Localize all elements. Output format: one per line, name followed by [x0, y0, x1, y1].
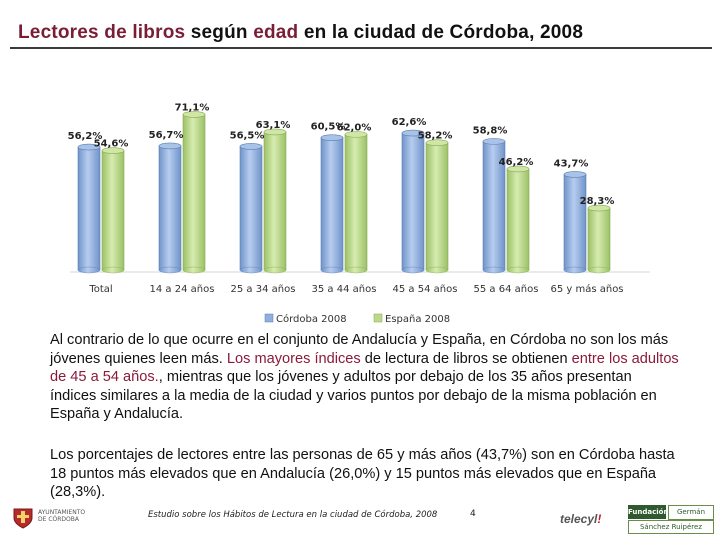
- labels-layer: 56,2%54,6% 56,7% 71,1% 56,5%63,1% 60,5%62,0%…: [68, 102, 615, 207]
- x-tick-label-2: 25 a 34 años: [231, 284, 296, 295]
- title-divider: [10, 47, 712, 49]
- ayto-line1: AYUNTAMIENTO: [38, 509, 86, 516]
- bar-cordoba-3: [320, 134, 344, 274]
- ayuntamiento-logo: AYUNTAMIENTO DE CÓRDOBA: [8, 505, 88, 531]
- bar-espana-3: [344, 131, 368, 274]
- data-label-espana-1: 71,1%: [175, 102, 210, 113]
- sanchez-label: Sánchez Ruipérez: [628, 520, 714, 534]
- data-label-espana-6: 28,3%: [580, 196, 615, 207]
- p1-highlight-d: entre los adultos de 45 a 54 años.: [50, 350, 679, 386]
- legend-swatch-0: [264, 313, 274, 323]
- p1-text-c: de lectura de libros se obtienen: [360, 350, 572, 367]
- bar-espana-0: [101, 147, 125, 274]
- p1-text-e: , mientras que los jóvenes y adultos por…: [50, 369, 657, 422]
- bar-cordoba-6: [563, 171, 587, 274]
- p1-highlight-b: Los mayores índices: [226, 350, 361, 367]
- bar-cordoba-5: [482, 138, 506, 274]
- bar-espana-6: [587, 204, 611, 274]
- ticks-layer: Total 14 a 24 años 25 a 34 años 35 a 44 año…: [88, 283, 623, 295]
- telecyl-dot-icon: !: [597, 512, 602, 526]
- x-tick-label-3: 35 a 44 años: [312, 284, 377, 295]
- data-label-espana-2: 63,1%: [256, 120, 291, 131]
- legend-swatch-1: [373, 313, 383, 323]
- telecyl-text: telecyl: [560, 512, 598, 526]
- fundacion-logo: Fundación Germán Sánchez Ruipérez: [628, 505, 714, 534]
- data-label-espana-0: 54,6%: [94, 139, 129, 150]
- data-label-cordoba-3: 60,5%: [311, 122, 346, 133]
- german-label: Germán: [668, 505, 714, 520]
- data-label-cordoba-0: 56,2%: [68, 131, 103, 142]
- bar-cordoba-2: [239, 143, 263, 274]
- legend-label-0: Córdoba 2008: [276, 313, 347, 325]
- title-part4: en la ciudad de Córdoba, 2008: [298, 22, 584, 43]
- p1-text-a: Al contrario de lo que ocurre en el conj…: [50, 332, 669, 367]
- data-label-cordoba-6: 43,7%: [554, 158, 589, 169]
- paragraph-2: Los porcentajes de lectores entre las pe…: [50, 447, 675, 500]
- bar-espana-1: [182, 111, 206, 274]
- data-label-espana-4: 58,2%: [418, 131, 453, 142]
- footer-note: Estudio sobre los Hábitos de Lectura en …: [148, 510, 438, 520]
- shield-icon: [13, 508, 33, 529]
- data-label-cordoba-4: 62,6%: [392, 117, 427, 128]
- title-part2: según: [185, 22, 254, 43]
- bar-espana-5: [506, 165, 530, 274]
- fundacion-label: Fundación: [628, 505, 668, 519]
- x-tick-label-1: 14 a 24 años: [150, 284, 215, 295]
- slide-title: Lectores de libros según edad en la ciud…: [18, 22, 583, 44]
- bar-cordoba-1: [158, 142, 182, 274]
- paragraph-1: Al contrario de lo que ocurre en el conj…: [50, 331, 680, 424]
- legend-item-espana: España 2008: [373, 313, 450, 325]
- data-label-espana-5: 46,2%: [499, 157, 534, 168]
- legend-label-1: España 2008: [385, 314, 450, 325]
- title-part1: Lectores de libros: [18, 22, 186, 43]
- title-part3: edad: [253, 22, 299, 43]
- ayto-line2: DE CÓRDOBA: [38, 516, 79, 523]
- bar-espana-4: [425, 139, 449, 274]
- bar-cordoba-4: [401, 129, 425, 274]
- bar-chart: 56,2%54,6% 56,7% 71,1% 56,5%63,1% 60,5%62,0%…: [68, 102, 650, 325]
- data-label-cordoba-2: 56,5%: [230, 130, 265, 141]
- x-tick-label-5: 55 a 64 años: [474, 284, 539, 295]
- data-label-cordoba-1: 56,7%: [149, 130, 184, 141]
- x-tick-label-0: Total: [88, 284, 112, 295]
- chart-legend: Córdoba 2008 España 2008: [264, 313, 450, 325]
- legend-item-cordoba: Córdoba 2008: [264, 313, 347, 325]
- data-label-espana-3: 62,0%: [337, 122, 372, 133]
- page-number: 4: [470, 509, 476, 519]
- x-tick-label-6: 65 y más años: [550, 283, 623, 295]
- bars-layer: [70, 111, 650, 274]
- bar-espana-2: [263, 128, 287, 274]
- bar-cordoba-0: [77, 143, 101, 274]
- telecyl-logo: telecyl!: [560, 512, 601, 526]
- data-label-cordoba-5: 58,8%: [473, 125, 508, 136]
- x-tick-label-4: 45 a 54 años: [393, 284, 458, 295]
